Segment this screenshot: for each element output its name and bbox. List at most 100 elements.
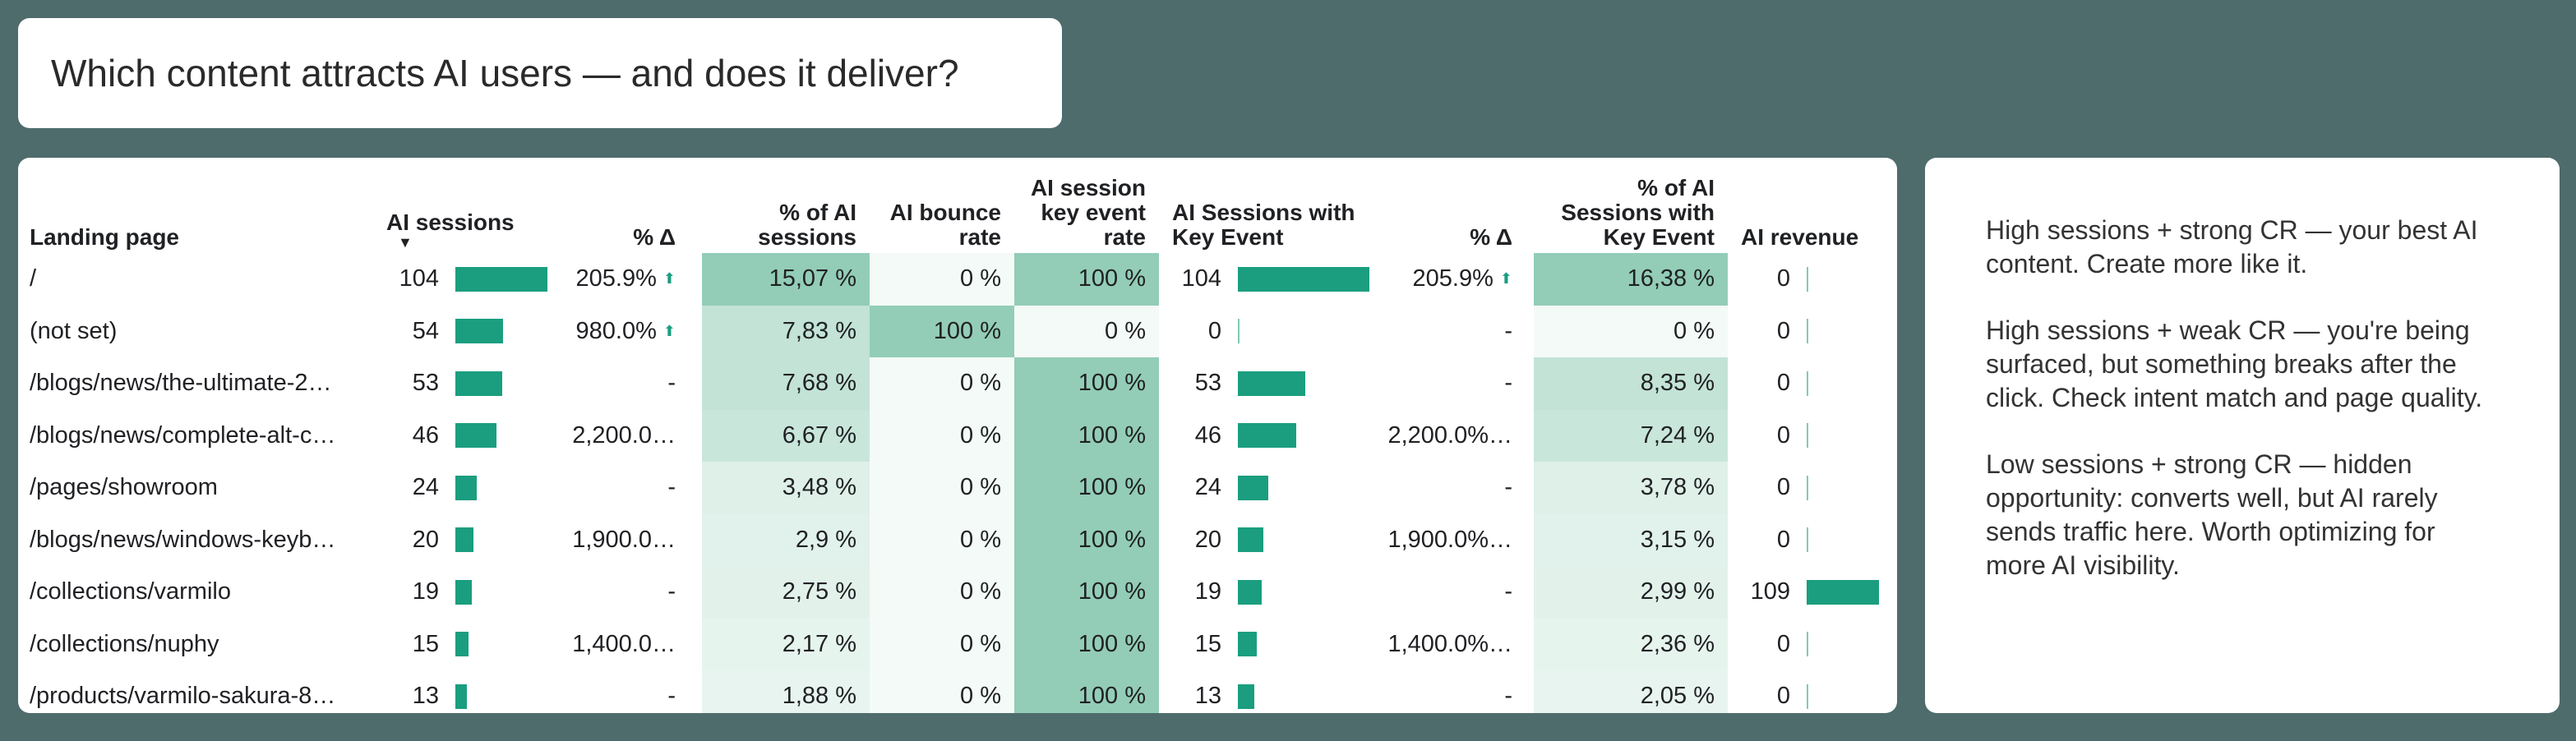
header-text: AI sessions [386,209,515,235]
table-cell: 3,78 % [1534,462,1715,514]
cell-text: 3,78 % [1640,474,1715,501]
heat-cell [870,357,1014,410]
cell-text: - [667,683,676,710]
cell-text: 2,05 % [1640,683,1715,710]
cell-text: 0 [1776,421,1790,449]
cell-text: 100 % [933,317,1001,344]
cell-text: 1,88 % [782,683,856,710]
table-cell: 7,24 % [1534,410,1715,463]
cell-text: /pages/showroom [30,474,218,501]
table-cell: 20 [386,514,439,567]
heat-cell [1534,670,1728,713]
bar [1807,423,1808,449]
title-card: Which content attracts AI users — and do… [18,18,1062,128]
cell-text: - [1504,474,1512,501]
cell-text: 15 [412,630,439,657]
cell-text: 205.9% [575,265,657,292]
table-cell: 15,07 % [702,253,856,306]
table-cell: 6,67 % [702,410,856,463]
table-cell: 100 % [1014,462,1146,514]
cell-text: 0 % [1105,317,1146,344]
heat-cell [1534,305,1728,357]
note: Low sessions + strong CR — hidden opport… [1986,449,2438,580]
table-cell: / [30,253,370,306]
bar [455,632,469,657]
table-cell: 8,35 % [1534,357,1715,410]
table-cell: 15 [1167,619,1221,671]
heat-cell [1534,357,1728,410]
cell-text: 2,36 % [1640,630,1715,657]
cell-text: 0 % [960,265,1001,292]
cell-text: 24 [412,474,439,501]
table-cell: 24 [386,462,439,514]
cell-text: 104 [1181,265,1221,292]
table-cell: 0 % [870,357,1001,410]
heat-cell [702,670,870,713]
bar [1807,683,1808,709]
table-cell: 0 % [1014,306,1146,358]
heat-cell [870,618,1014,670]
cell-text: 53 [412,370,439,397]
table-cell: 0 [1734,462,1790,514]
table-cell: 0 % [870,410,1001,463]
table-cell: 13 [386,670,439,713]
table-cell: - [1381,357,1512,410]
bar [1238,632,1258,657]
heat-cell [1014,409,1159,462]
table-cell: 205.9% ⬆ [1381,253,1512,306]
sort-icon: ▼ [398,234,413,251]
table-cell: /blogs/news/windows-keyb… [30,514,370,567]
heat-cell [870,305,1014,357]
cell-text: 0 [1776,683,1790,710]
table-cell: - [1381,670,1512,713]
cell-text: 20 [412,526,439,553]
table-cell: 2,75 % [702,566,856,619]
table-cell: 100 % [1014,357,1146,410]
heat-cell [870,566,1014,619]
up-arrow: ⬆ [662,322,676,339]
bar [1238,370,1305,396]
cell-text: 20 [1194,526,1221,553]
cell-text: / [30,265,37,292]
cell-text: 100 % [1078,474,1146,501]
table-cell: 0 [1734,410,1790,463]
cell-text: 53 [1194,370,1221,397]
heat-cell [1014,513,1159,566]
bar [1238,475,1268,500]
table-cell: 53 [1167,357,1221,410]
heat-cell [702,409,870,462]
table-cell: 0 [1734,306,1790,358]
table-cell: 53 [386,357,439,410]
cell-text: 0 % [960,421,1001,449]
cell-text: 100 % [1078,421,1146,449]
column-header: AI bounce rate [876,158,1001,250]
table-cell: 19 [1167,566,1221,619]
heat-cell [702,566,870,619]
table-cell: 100 % [1014,566,1146,619]
heat-cell [1534,462,1728,514]
table-cell: 100 % [1014,410,1146,463]
cell-text: 2,200.0%… [1387,421,1512,449]
cell-text: 15 [1194,630,1221,657]
heat-cell [1014,618,1159,670]
table-cell: 0 % [870,514,1001,567]
cell-text: 46 [412,421,439,449]
cell-text: 46 [1194,421,1221,449]
cell-text: 0 % [960,526,1001,553]
cell-text: 8,35 % [1640,370,1715,397]
cell-text: 100 % [1078,370,1146,397]
heat-cell [702,253,870,306]
table-cell: 2,200.0… [559,410,676,463]
cell-text: 1,400.0%… [1387,630,1512,657]
cell-text: 7,68 % [782,370,856,397]
table-cell: 109 [1734,566,1790,619]
cell-text: 3,48 % [782,474,856,501]
cell-text: 100 % [1078,683,1146,710]
table-cell: 205.9% ⬆ [559,253,676,306]
table-cell: 0 [1734,514,1790,567]
table-cell: 2,05 % [1534,670,1715,713]
bar [1238,423,1296,449]
header-text: % of AI Sessions with Key Event [1561,175,1715,250]
table-cell: 100 % [1014,514,1146,567]
heat-cell [870,462,1014,514]
